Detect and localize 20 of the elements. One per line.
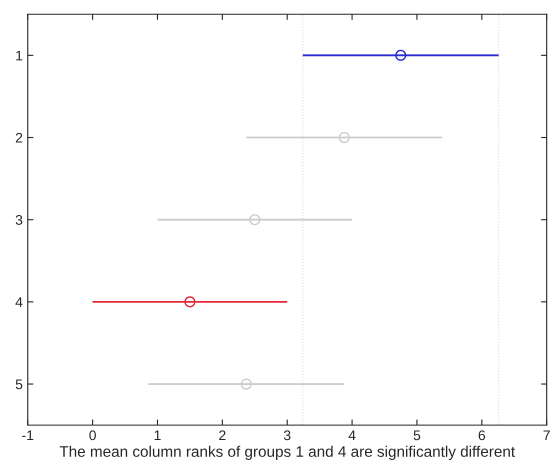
x-tick-label: 3 (284, 430, 290, 440)
x-axis-title: The mean column ranks of groups 1 and 4 are significantly different (60, 446, 515, 460)
y-tick-label: 1 (16, 50, 22, 60)
x-tick-label: 5 (414, 430, 420, 440)
y-tick-label: 3 (16, 215, 22, 225)
point (184, 296, 196, 308)
y-tick-label: 2 (16, 132, 22, 143)
y-tick-label: 5 (16, 380, 22, 390)
point (338, 132, 350, 144)
x-tick-label: 2 (219, 430, 226, 440)
x-tick-label: 4 (348, 430, 356, 440)
point (240, 378, 252, 390)
point (249, 214, 260, 226)
x-tick-label: 6 (478, 430, 486, 440)
y-tick-label: 4 (15, 297, 22, 307)
point (395, 50, 406, 61)
x-tick-label: -1 (22, 430, 34, 440)
x-tick-label: 0 (89, 430, 96, 440)
x-tick-label: 7 (544, 430, 550, 440)
x-tick-label: 1 (154, 430, 161, 440)
